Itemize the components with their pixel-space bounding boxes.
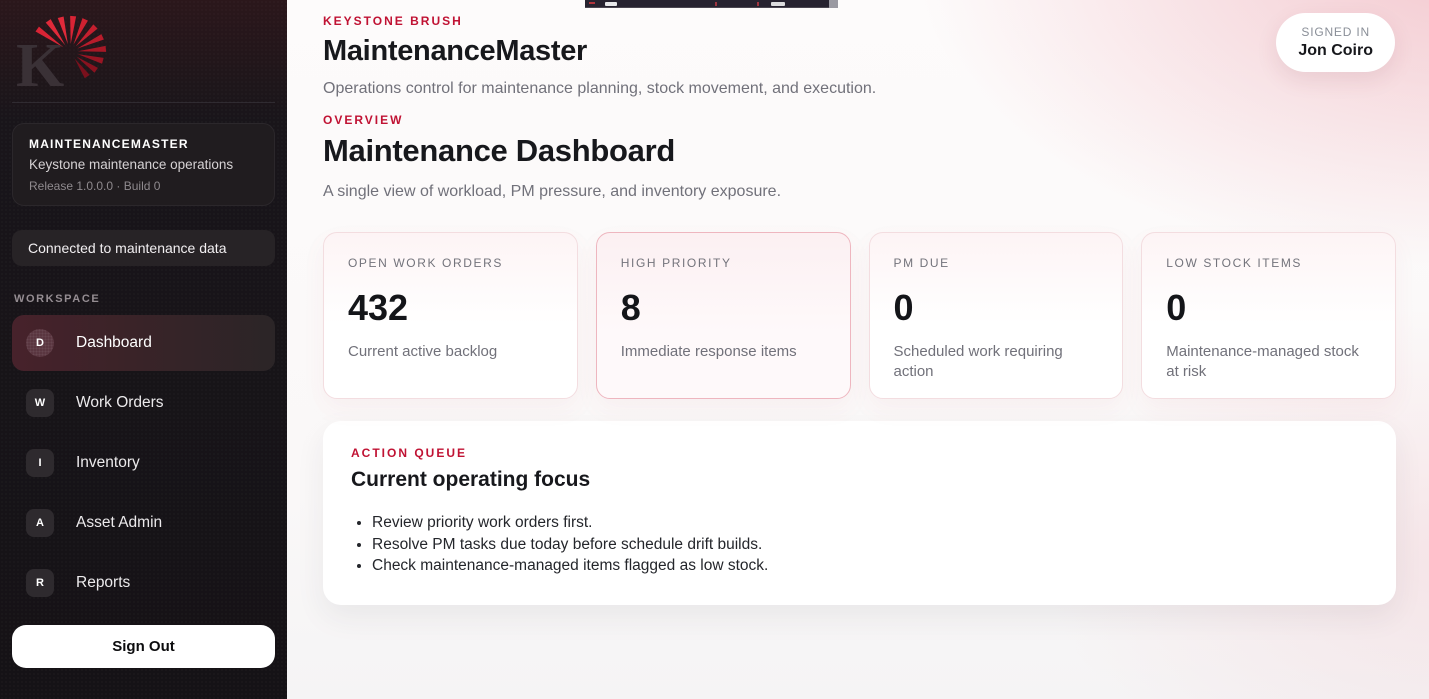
sidebar-item-inventory[interactable]: I Inventory <box>12 435 275 491</box>
sliver-red-dash <box>589 2 595 4</box>
sidebar-item-label: Work Orders <box>76 394 164 411</box>
sign-out-button[interactable]: Sign Out <box>12 625 275 668</box>
overview-eyebrow: OVERVIEW <box>323 113 404 127</box>
sidebar-item-label: Dashboard <box>76 334 152 351</box>
stat-description: Current active backlog <box>348 343 498 360</box>
sliver-red-tick <box>715 2 717 6</box>
stat-card-low-stock-items: LOW STOCK ITEMS 0 Maintenance-managed st… <box>1141 232 1396 399</box>
overview-subtitle: A single view of workload, PM pressure, … <box>323 183 782 200</box>
app-info-card: MAINTENANCEMASTER Keystone maintenance o… <box>12 123 275 206</box>
stat-description: Maintenance-managed stock at risk <box>1166 343 1359 380</box>
sidebar-divider <box>12 102 275 103</box>
keystone-logo: K <box>8 8 287 100</box>
sidebar: K MAINTENANCEMASTER Keystone maintenance… <box>0 0 287 699</box>
stat-card-pm-due: PM DUE 0 Scheduled work requiring action <box>868 232 1124 399</box>
stat-label: LOW STOCK ITEMS <box>1166 256 1303 270</box>
sidebar-item-dashboard[interactable]: D Dashboard <box>12 315 275 371</box>
stat-description: Immediate response items <box>620 343 797 360</box>
app-header: KEYSTONE BRUSH MaintenanceMaster Operati… <box>323 14 1396 98</box>
stat-value: 432 <box>348 287 409 328</box>
stat-label: PM DUE <box>893 256 950 270</box>
connection-status: Connected to maintenance data <box>12 230 275 266</box>
stat-label: OPEN WORK ORDERS <box>348 256 503 270</box>
background-window-sliver[interactable] <box>585 0 838 8</box>
overview-section: OVERVIEW Maintenance Dashboard A single … <box>323 113 1396 201</box>
action-queue-item: Resolve PM tasks due today before schedu… <box>372 534 1368 556</box>
stat-value: 8 <box>620 287 641 328</box>
action-queue-item: Check maintenance-managed items flagged … <box>372 555 1368 577</box>
dashboard-badge-icon: D <box>26 329 54 357</box>
stat-description: Scheduled work requiring action <box>893 343 1063 380</box>
stat-label: HIGH PRIORITY <box>620 256 732 270</box>
signed-in-pill[interactable]: SIGNED IN Jon Coiro <box>1276 13 1395 72</box>
sidebar-item-reports[interactable]: R Reports <box>12 555 275 611</box>
stat-card-open-work-orders: OPEN WORK ORDERS 432 Current active back… <box>323 232 578 399</box>
action-queue-eyebrow: ACTION QUEUE <box>351 446 468 460</box>
stat-card-high-priority: HIGH PRIORITY 8 Immediate response items <box>595 232 851 399</box>
sidebar-nav: D Dashboard W Work Orders I Inventory A … <box>12 315 275 615</box>
sidebar-item-label: Asset Admin <box>76 514 163 531</box>
sidebar-item-label: Reports <box>76 574 131 591</box>
sidebar-item-label: Inventory <box>76 454 140 471</box>
app-info-title: MAINTENANCEMASTER <box>29 137 189 151</box>
sliver-red-tick <box>757 2 759 6</box>
page-title: Maintenance Dashboard <box>323 133 676 168</box>
sidebar-item-work-orders[interactable]: W Work Orders <box>12 375 275 431</box>
stats-row: OPEN WORK ORDERS 432 Current active back… <box>323 232 1396 399</box>
app-title: MaintenanceMaster <box>323 35 588 67</box>
sidebar-spacer <box>0 615 287 625</box>
app-info-release: Release 1.0.0.0 · Build 0 <box>29 179 161 193</box>
sliver-white-chip <box>771 2 785 6</box>
app-subtitle: Operations control for maintenance plann… <box>323 80 877 97</box>
work-orders-badge-icon: W <box>26 389 54 417</box>
action-queue-card: ACTION QUEUE Current operating focus Rev… <box>323 421 1396 605</box>
stat-value: 0 <box>893 287 914 328</box>
action-queue-item: Review priority work orders first. <box>372 512 1368 534</box>
svg-text:K: K <box>16 32 64 100</box>
brand-eyebrow: KEYSTONE BRUSH <box>323 14 463 28</box>
workspace-section-label: WORKSPACE <box>14 293 101 305</box>
main-content: SIGNED IN Jon Coiro KEYSTONE BRUSH Maint… <box>287 0 1429 699</box>
action-queue-title: Current operating focus <box>351 468 591 491</box>
sliver-white-chip <box>605 2 617 6</box>
signed-in-label: SIGNED IN <box>1301 25 1370 39</box>
asset-admin-badge-icon: A <box>26 509 54 537</box>
reports-badge-icon: R <box>26 569 54 597</box>
action-queue-list: Review priority work orders first. Resol… <box>351 512 1368 577</box>
sidebar-item-asset-admin[interactable]: A Asset Admin <box>12 495 275 551</box>
keystone-brush-logo-icon: K <box>16 15 107 100</box>
stat-value: 0 <box>1166 287 1187 328</box>
inventory-badge-icon: I <box>26 449 54 477</box>
app-info-description: Keystone maintenance operations <box>29 157 234 172</box>
sliver-window-edge <box>829 0 838 8</box>
signed-in-user-name: Jon Coiro <box>1298 42 1373 59</box>
